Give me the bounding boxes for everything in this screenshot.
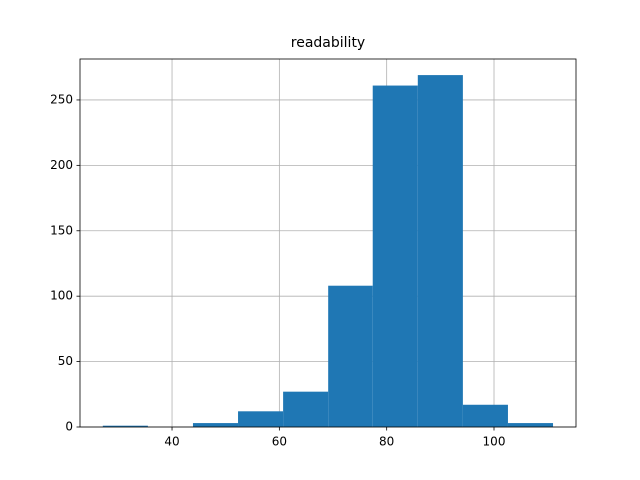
chart-title: readability bbox=[291, 35, 365, 51]
y-tick-label: 150 bbox=[50, 223, 73, 237]
bar bbox=[417, 75, 463, 427]
bar bbox=[283, 391, 329, 427]
bar bbox=[192, 423, 239, 427]
y-tick-label: 200 bbox=[50, 158, 73, 172]
bar bbox=[507, 423, 554, 427]
bar bbox=[328, 285, 373, 427]
plot-frame bbox=[79, 58, 577, 428]
x-tick-label: 60 bbox=[272, 435, 287, 449]
bar bbox=[462, 404, 508, 427]
bar bbox=[372, 85, 418, 427]
y-tick-label: 250 bbox=[50, 92, 73, 106]
x-tick-label: 100 bbox=[483, 435, 506, 449]
bar bbox=[238, 411, 284, 427]
bar bbox=[102, 425, 148, 427]
x-tick-label: 80 bbox=[379, 435, 394, 449]
x-tick-label: 40 bbox=[164, 435, 179, 449]
y-tick-label: 100 bbox=[50, 289, 73, 303]
y-tick-label: 0 bbox=[65, 420, 73, 434]
y-tick-label: 50 bbox=[58, 354, 73, 368]
